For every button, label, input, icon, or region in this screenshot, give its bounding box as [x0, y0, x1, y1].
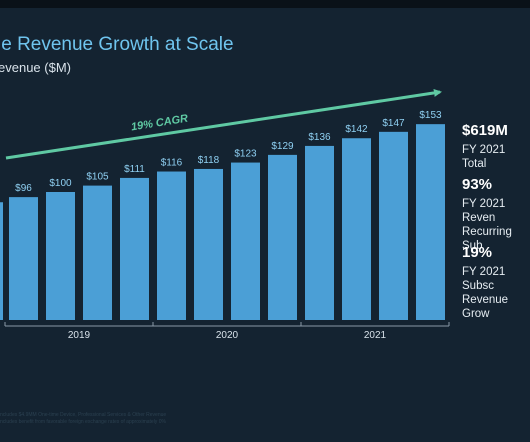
stat-total-revenue: $619M FY 2021 Total [462, 122, 530, 171]
bars-layer [0, 124, 445, 320]
bar-7 [231, 162, 260, 320]
stat-subscription-growth-desc: FY 2021 Subsc Revenue Grow [462, 266, 509, 320]
bar-label-9: $136 [308, 132, 331, 143]
chart-title: le Revenue Growth at Scale [0, 34, 234, 55]
bar-12 [416, 124, 445, 320]
bar-2 [46, 192, 75, 320]
chart-subtitle: evenue ($M) [0, 60, 71, 75]
x-axis-layer: 2019 2020 2021 [4, 322, 450, 341]
bar-label-6: $118 [198, 155, 220, 166]
bar-label-11: $147 [382, 118, 405, 129]
footnote: ncludes $4.9MM One-time Device, Professi… [0, 412, 167, 425]
bar-11 [379, 131, 408, 320]
bar-3 [83, 185, 112, 320]
bar-label-3: $105 [86, 172, 109, 183]
bar-label-5: $116 [161, 158, 183, 169]
stat-total-revenue-value: $619M [462, 122, 508, 139]
bar-1 [9, 197, 38, 320]
stat-total-revenue-desc: FY 2021 Total [462, 144, 506, 170]
stat-subscription-growth-value: 19% [462, 244, 493, 261]
bar-label-4: $111 [124, 164, 145, 175]
bar-5 [157, 171, 186, 320]
cagr-arrow [5, 88, 442, 160]
bar-9 [305, 145, 334, 320]
year-label-2021: 2021 [364, 330, 387, 341]
bar-10 [342, 138, 371, 320]
partial-bar [0, 202, 3, 320]
stat-recurring-subscription: 93% FY 2021 Reven Recurring Sub [462, 176, 530, 253]
bar-4 [120, 177, 149, 320]
year-label-2020: 2020 [216, 330, 239, 341]
bar-label-2: $100 [49, 178, 72, 189]
data-labels-layer: $96 $100 $105 $111 $116 $118 $123 $129 $136 $142 $… [15, 110, 442, 194]
bar-6 [194, 168, 223, 320]
bar-label-12: $153 [419, 110, 442, 121]
bar-label-7: $123 [234, 149, 257, 160]
bar-8 [268, 154, 297, 320]
top-bar [0, 0, 530, 8]
stat-subscription-growth: 19% FY 2021 Subsc Revenue Grow [462, 244, 530, 321]
bar-label-8: $129 [271, 141, 294, 152]
stat-recurring-subscription-value: 93% [462, 176, 493, 193]
bar-label-1: $96 [15, 183, 32, 194]
stat-recurring-subscription-desc: FY 2021 Reven Recurring Sub [462, 198, 512, 252]
year-label-2019: 2019 [68, 330, 91, 341]
bar-label-10: $142 [345, 124, 368, 135]
